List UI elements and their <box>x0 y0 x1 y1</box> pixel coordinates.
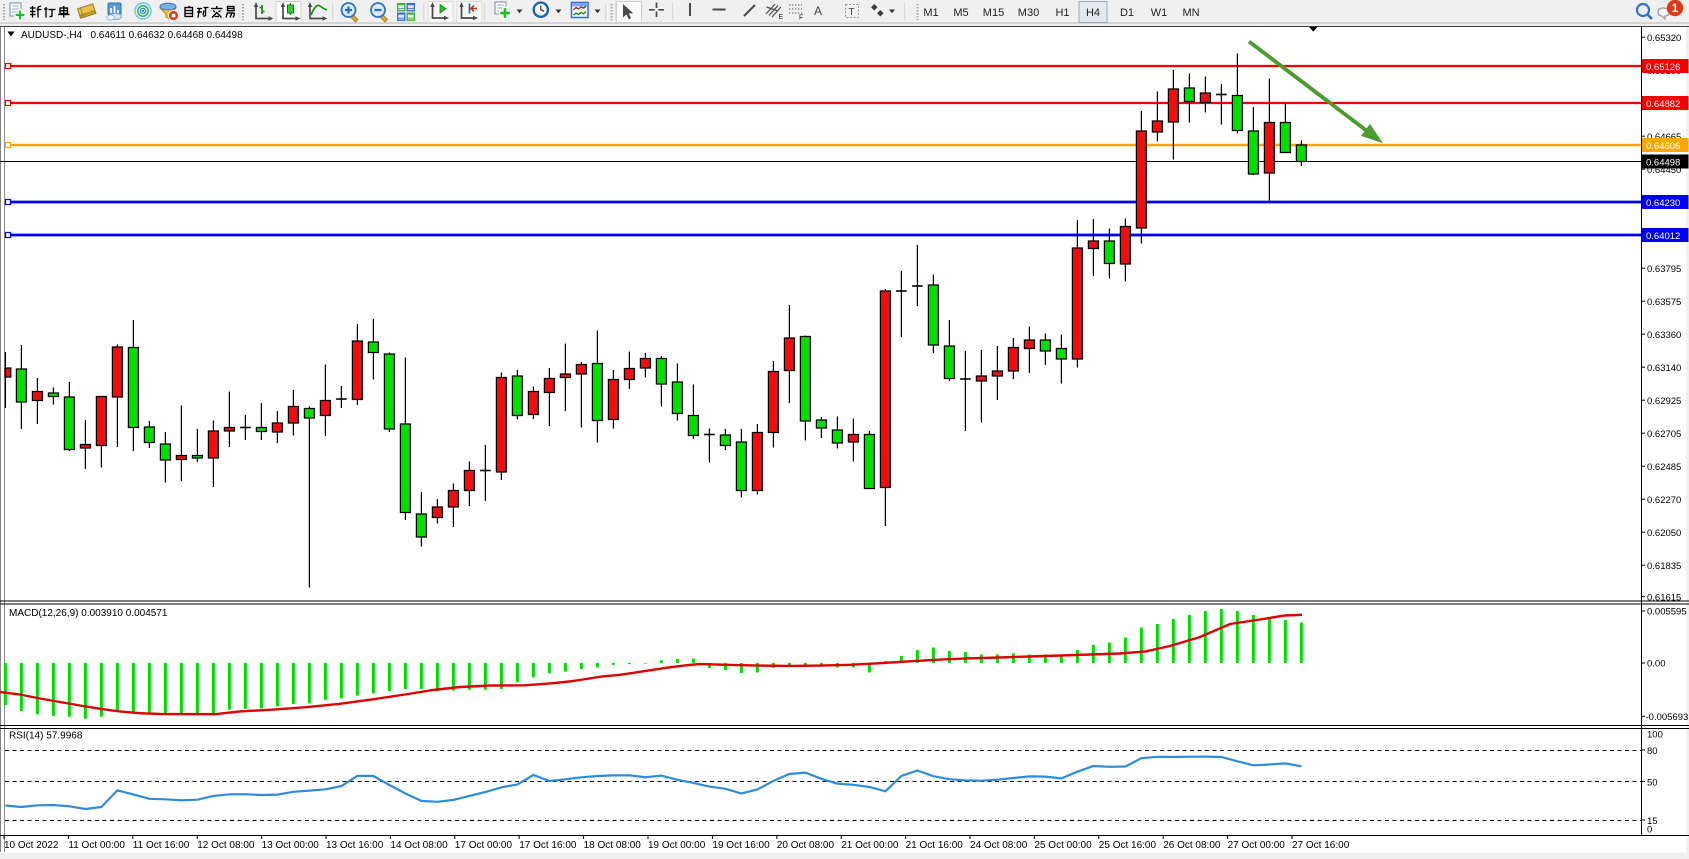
svg-text:F: F <box>799 15 803 22</box>
svg-text:0.61615: 0.61615 <box>1647 592 1681 603</box>
svg-text:0.64882: 0.64882 <box>1646 99 1680 110</box>
svg-text:11 Oct 16:00: 11 Oct 16:00 <box>133 840 190 851</box>
svg-text:D1: D1 <box>1120 7 1134 19</box>
svg-text:0.64606: 0.64606 <box>1646 141 1680 152</box>
svg-text:A: A <box>814 4 822 18</box>
svg-text:21 Oct 00:00: 21 Oct 00:00 <box>841 840 899 851</box>
svg-text:T: T <box>849 7 855 18</box>
svg-text:0.63140: 0.63140 <box>1647 363 1681 374</box>
svg-text:100: 100 <box>1647 730 1663 741</box>
svg-text:AUDUSD-,H4 0.64611 0.64632 0: AUDUSD-,H4 0.64611 0.64632 0.64468 0.644… <box>21 30 243 41</box>
svg-text:21 Oct 16:00: 21 Oct 16:00 <box>906 840 964 851</box>
svg-text:W1: W1 <box>1151 7 1168 19</box>
svg-text:17 Oct 00:00: 17 Oct 00:00 <box>455 840 513 851</box>
svg-text:0.63360: 0.63360 <box>1647 330 1681 341</box>
svg-text:80: 80 <box>1647 746 1658 757</box>
svg-text:15: 15 <box>1647 816 1658 827</box>
svg-text:19 Oct 00:00: 19 Oct 00:00 <box>648 840 706 851</box>
svg-text:27 Oct 00:00: 27 Oct 00:00 <box>1228 840 1286 851</box>
svg-text:0: 0 <box>1647 825 1652 836</box>
svg-text:0.64498: 0.64498 <box>1646 157 1680 168</box>
svg-text:17 Oct 16:00: 17 Oct 16:00 <box>519 840 577 851</box>
svg-text:25 Oct 00:00: 25 Oct 00:00 <box>1034 840 1092 851</box>
svg-text:0.00: 0.00 <box>1647 659 1666 670</box>
svg-text:13 Oct 16:00: 13 Oct 16:00 <box>326 840 384 851</box>
svg-text:H1: H1 <box>1055 7 1069 19</box>
svg-text:0.62705: 0.62705 <box>1647 429 1681 440</box>
svg-text:0.62925: 0.62925 <box>1647 396 1681 407</box>
svg-text:18 Oct 08:00: 18 Oct 08:00 <box>584 840 642 851</box>
svg-text:M15: M15 <box>983 7 1004 19</box>
svg-text:0.62485: 0.62485 <box>1647 462 1681 473</box>
svg-text:26 Oct 08:00: 26 Oct 08:00 <box>1163 840 1221 851</box>
svg-text:MN: MN <box>1182 7 1199 19</box>
svg-text:M30: M30 <box>1018 7 1039 19</box>
svg-text:10 Oct 2022: 10 Oct 2022 <box>4 840 59 851</box>
svg-text:14 Oct 08:00: 14 Oct 08:00 <box>390 840 448 851</box>
svg-text:19 Oct 16:00: 19 Oct 16:00 <box>712 840 770 851</box>
svg-text:0.61835: 0.61835 <box>1647 561 1681 572</box>
svg-text:24 Oct 08:00: 24 Oct 08:00 <box>970 840 1028 851</box>
svg-text:13 Oct 00:00: 13 Oct 00:00 <box>262 840 320 851</box>
svg-text:0.62050: 0.62050 <box>1647 528 1681 539</box>
svg-text:0.62270: 0.62270 <box>1647 495 1681 506</box>
svg-text:M5: M5 <box>953 7 968 19</box>
svg-text:E: E <box>779 14 784 21</box>
svg-text:50: 50 <box>1647 777 1658 788</box>
svg-text:0.64665: 0.64665 <box>1647 132 1681 143</box>
svg-text:0.64012: 0.64012 <box>1646 231 1680 242</box>
svg-text:12 Oct 08:00: 12 Oct 08:00 <box>197 840 255 851</box>
svg-text:0.005595: 0.005595 <box>1647 607 1687 618</box>
svg-text:0.63575: 0.63575 <box>1647 297 1681 308</box>
svg-text:25 Oct 16:00: 25 Oct 16:00 <box>1099 840 1157 851</box>
svg-text:0.64230: 0.64230 <box>1646 198 1680 209</box>
svg-text:M1: M1 <box>923 7 938 19</box>
svg-text:-0.005693: -0.005693 <box>1646 712 1689 723</box>
svg-text:20 Oct 08:00: 20 Oct 08:00 <box>777 840 835 851</box>
svg-text:11 Oct 00:00: 11 Oct 00:00 <box>68 840 125 851</box>
svg-text:1: 1 <box>1672 1 1679 15</box>
svg-text:MACD(12,26,9) 0.003910 0.00457: MACD(12,26,9) 0.003910 0.004571 <box>9 608 168 619</box>
svg-text:0.65126: 0.65126 <box>1646 62 1680 73</box>
svg-text:0.65320: 0.65320 <box>1647 33 1681 44</box>
svg-text:0.63795: 0.63795 <box>1647 264 1681 275</box>
svg-text:0.64450: 0.64450 <box>1647 165 1681 176</box>
svg-text:RSI(14) 57.9968: RSI(14) 57.9968 <box>9 731 83 742</box>
svg-text:H4: H4 <box>1086 7 1100 19</box>
svg-text:27 Oct 16:00: 27 Oct 16:00 <box>1292 840 1350 851</box>
